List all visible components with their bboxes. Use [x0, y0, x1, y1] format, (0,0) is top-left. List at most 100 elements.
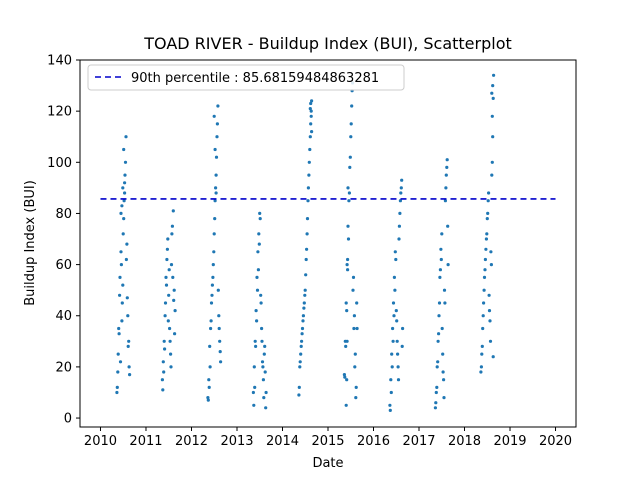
data-point: [257, 232, 261, 236]
data-point: [254, 309, 258, 313]
data-point: [480, 352, 484, 356]
legend-box: [87, 64, 405, 91]
data-point: [434, 390, 438, 395]
data-point: [255, 319, 259, 323]
data-point: [394, 257, 398, 262]
x-tick-label: 2010: [84, 434, 117, 449]
data-point: [117, 326, 121, 331]
data-point: [210, 283, 214, 287]
data-point: [297, 385, 301, 389]
data-point: [485, 217, 489, 221]
data-point: [173, 332, 177, 336]
data-point: [491, 135, 495, 139]
data-point: [210, 293, 214, 297]
data-point: [435, 365, 439, 369]
data-point: [398, 211, 402, 215]
legend: 90th percentile : 85.68159484863281: [87, 64, 405, 91]
data-point: [115, 385, 119, 389]
data-point: [171, 275, 175, 279]
data-point: [117, 332, 121, 336]
data-point: [116, 352, 120, 356]
data-point: [398, 199, 402, 203]
data-point: [124, 257, 128, 262]
data-point: [261, 365, 265, 369]
data-point: [173, 309, 177, 313]
data-point: [256, 268, 260, 272]
data-point: [262, 396, 266, 400]
data-point: [209, 301, 214, 305]
data-point: [260, 339, 264, 343]
data-point: [310, 130, 314, 134]
data-point: [349, 135, 353, 139]
data-point: [170, 224, 174, 228]
data-point: [393, 250, 397, 254]
data-point: [344, 403, 348, 407]
data-point: [442, 378, 446, 382]
x-tick-label: 2017: [402, 434, 435, 449]
data-point: [207, 385, 211, 389]
x-axis-ticks: 2010 2011 2012 2013 2014 2015 2016 2017 2018 2019…: [84, 427, 572, 449]
data-point: [258, 211, 262, 215]
data-point: [120, 204, 124, 208]
data-point: [345, 378, 349, 382]
data-point: [346, 224, 350, 228]
data-point: [208, 344, 212, 348]
data-point: [163, 314, 167, 318]
data-point: [308, 135, 312, 139]
data-point: [169, 365, 173, 369]
data-point: [489, 250, 493, 254]
data-point: [116, 370, 120, 374]
data-point: [484, 237, 488, 241]
y-tick-label: 20: [55, 360, 72, 375]
data-point: [445, 165, 449, 169]
data-point: [438, 275, 442, 279]
data-point: [123, 181, 127, 185]
data-point: [118, 360, 123, 364]
data-point: [486, 211, 490, 215]
data-point: [161, 360, 165, 364]
data-point: [488, 339, 493, 343]
x-tick-label: 2015: [311, 434, 344, 449]
data-point: [348, 165, 352, 169]
data-point: [301, 314, 305, 318]
x-tick-label: 2013: [220, 434, 253, 449]
data-point: [388, 403, 392, 407]
data-point: [214, 191, 218, 195]
data-point: [253, 385, 257, 389]
data-point: [389, 378, 393, 382]
data-point: [440, 326, 444, 331]
x-tick-label: 2014: [266, 434, 299, 449]
data-point: [351, 275, 356, 279]
data-point: [259, 293, 263, 297]
data-point: [300, 339, 304, 343]
legend-entry-label: 90th percentile : 85.68159484863281: [131, 71, 379, 86]
data-point: [164, 275, 168, 279]
data-point: [217, 326, 221, 331]
data-point: [390, 365, 394, 369]
data-point: [435, 385, 439, 389]
y-axis-ticks: 0 20 40 60 80 100 120 140: [47, 54, 80, 427]
data-point: [353, 352, 357, 356]
data-point: [346, 257, 350, 262]
data-point: [446, 263, 450, 267]
data-point: [163, 347, 167, 351]
data-point: [301, 319, 305, 323]
data-point: [490, 173, 494, 177]
x-tick-label: 2019: [493, 434, 526, 449]
data-point: [118, 275, 122, 279]
data-point: [120, 319, 124, 323]
data-point: [354, 385, 358, 389]
data-point: [491, 355, 495, 359]
data-point: [490, 91, 494, 95]
data-point: [298, 365, 302, 369]
data-point: [391, 301, 396, 305]
data-point: [345, 339, 349, 343]
data-point: [389, 390, 393, 395]
data-point: [166, 319, 170, 323]
data-point: [436, 360, 440, 364]
x-tick-label: 2018: [448, 434, 481, 449]
data-point: [127, 339, 131, 343]
data-point: [298, 360, 302, 364]
data-point: [255, 288, 260, 292]
data-point: [218, 350, 222, 354]
